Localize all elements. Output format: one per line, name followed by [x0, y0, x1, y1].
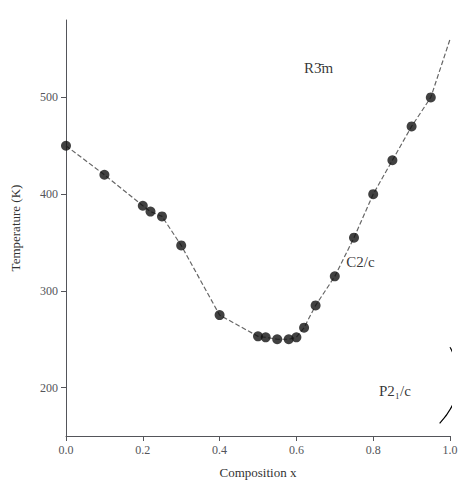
svg-text:Temperature (K): Temperature (K): [8, 185, 23, 272]
svg-text:0.2: 0.2: [135, 443, 150, 457]
svg-text:Composition x: Composition x: [220, 465, 297, 480]
svg-text:P2₁/c: P2₁/c: [379, 383, 411, 399]
svg-text:1.0: 1.0: [443, 443, 458, 457]
svg-text:0.6: 0.6: [289, 443, 304, 457]
svg-text:200: 200: [40, 381, 58, 395]
svg-text:0.4: 0.4: [212, 443, 227, 457]
svg-text:300: 300: [40, 284, 58, 298]
svg-text:R3̄m: R3̄m: [304, 60, 334, 76]
svg-text:C2/c: C2/c: [346, 254, 375, 270]
svg-text:0.0: 0.0: [59, 443, 74, 457]
svg-text:500: 500: [40, 90, 58, 104]
svg-text:400: 400: [40, 187, 58, 201]
svg-text:0.8: 0.8: [366, 443, 381, 457]
